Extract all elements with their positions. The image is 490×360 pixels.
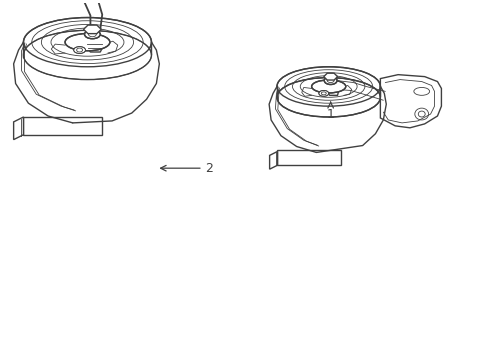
- Ellipse shape: [277, 67, 380, 106]
- Ellipse shape: [65, 33, 110, 51]
- Text: 1: 1: [327, 102, 335, 121]
- Ellipse shape: [24, 18, 151, 67]
- Polygon shape: [83, 25, 101, 33]
- Text: 2: 2: [161, 162, 214, 175]
- Polygon shape: [14, 117, 24, 140]
- Ellipse shape: [84, 30, 100, 39]
- Polygon shape: [324, 73, 338, 80]
- Bar: [24, 117, 102, 135]
- Ellipse shape: [312, 80, 346, 93]
- Ellipse shape: [324, 77, 337, 85]
- Polygon shape: [380, 75, 441, 128]
- Ellipse shape: [277, 78, 380, 117]
- Ellipse shape: [319, 90, 329, 96]
- Bar: [277, 150, 341, 165]
- Ellipse shape: [74, 46, 85, 54]
- Polygon shape: [270, 152, 277, 169]
- Ellipse shape: [24, 30, 151, 80]
